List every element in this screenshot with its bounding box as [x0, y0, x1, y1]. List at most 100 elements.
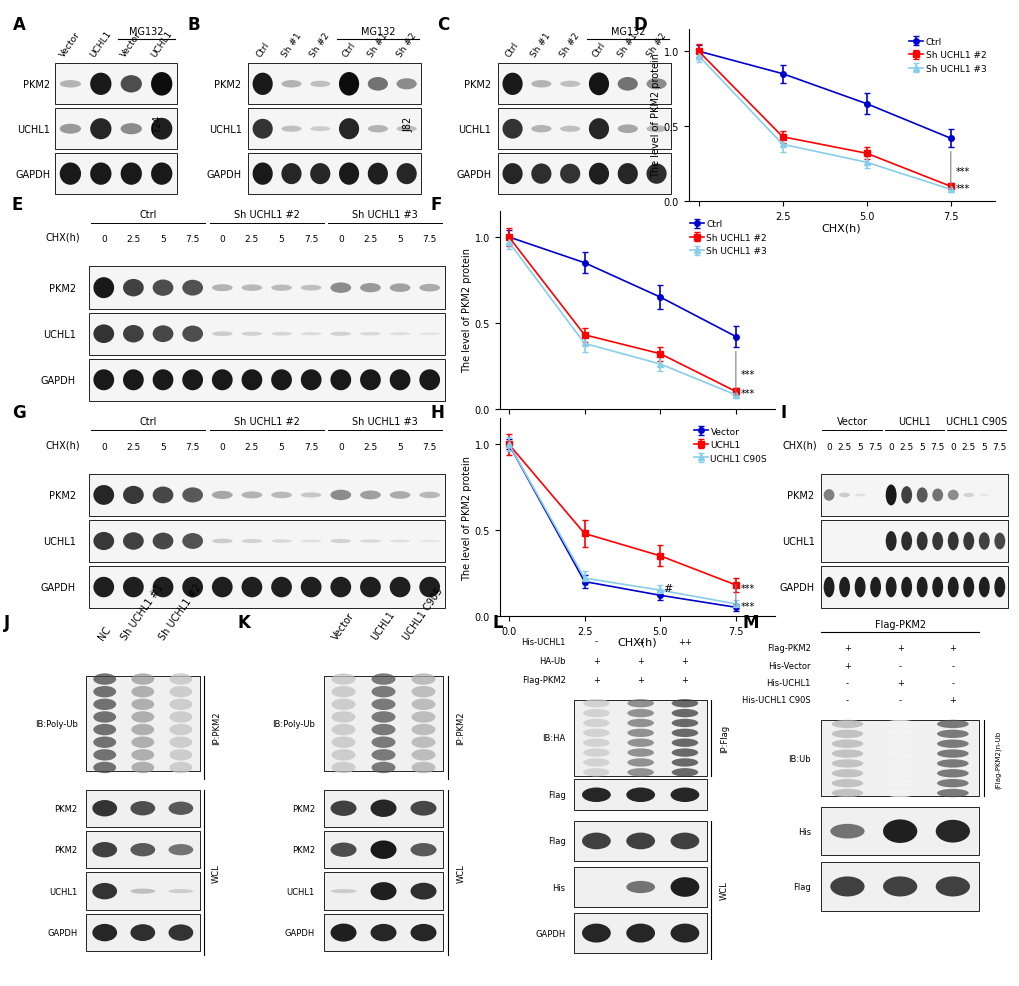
Ellipse shape [94, 532, 114, 550]
Ellipse shape [310, 127, 330, 132]
Text: Flag: Flag [793, 882, 810, 891]
Text: +: + [681, 674, 688, 684]
Ellipse shape [830, 789, 862, 798]
Ellipse shape [169, 686, 193, 698]
Ellipse shape [583, 719, 609, 728]
Ellipse shape [90, 74, 111, 96]
Ellipse shape [822, 541, 834, 542]
Text: UCHL1: UCHL1 [43, 329, 76, 339]
Text: UCHL1 C90S: UCHL1 C90S [945, 417, 1006, 427]
Ellipse shape [60, 164, 81, 185]
Ellipse shape [182, 533, 203, 549]
Ellipse shape [131, 712, 154, 723]
Text: UCHL1: UCHL1 [17, 124, 50, 134]
Ellipse shape [131, 737, 154, 748]
Ellipse shape [936, 759, 968, 768]
Ellipse shape [559, 165, 580, 184]
Ellipse shape [934, 877, 969, 896]
Text: ***: *** [740, 370, 754, 380]
Bar [323, 790, 443, 827]
Ellipse shape [646, 165, 666, 184]
Ellipse shape [588, 119, 608, 140]
Ellipse shape [330, 539, 351, 543]
Text: UCHL1: UCHL1 [286, 886, 315, 895]
Text: 5: 5 [160, 442, 166, 452]
Text: His-Vector: His-Vector [767, 661, 810, 670]
Text: GAPDH: GAPDH [455, 170, 491, 179]
Ellipse shape [936, 769, 968, 778]
Text: 2.5: 2.5 [245, 235, 259, 245]
Text: Sh #2: Sh #2 [309, 32, 331, 59]
Ellipse shape [271, 370, 291, 390]
Text: MG132: MG132 [361, 27, 394, 36]
Text: IB:Poly-Ub: IB:Poly-Ub [35, 719, 77, 728]
Ellipse shape [242, 370, 262, 390]
Ellipse shape [93, 712, 116, 723]
Text: A: A [12, 16, 25, 34]
Bar [248, 154, 421, 195]
Text: -: - [898, 695, 901, 705]
Text: ***: *** [740, 388, 754, 398]
Ellipse shape [916, 488, 926, 503]
Ellipse shape [131, 749, 154, 761]
Ellipse shape [371, 724, 395, 736]
Text: PKM2: PKM2 [54, 845, 77, 854]
Text: GAPDH: GAPDH [47, 928, 77, 937]
Ellipse shape [396, 79, 417, 91]
Ellipse shape [360, 332, 380, 336]
Text: Ctrl: Ctrl [503, 40, 521, 59]
Ellipse shape [242, 332, 262, 336]
Ellipse shape [588, 164, 608, 185]
Ellipse shape [153, 487, 173, 504]
Ellipse shape [947, 577, 958, 598]
Ellipse shape [330, 490, 351, 501]
Bar [820, 807, 978, 856]
Text: +: + [843, 661, 850, 670]
Bar [820, 862, 978, 911]
Ellipse shape [371, 712, 395, 723]
Bar [497, 154, 671, 195]
Ellipse shape [368, 126, 387, 133]
Ellipse shape [301, 577, 321, 598]
Text: UCHL1: UCHL1 [897, 417, 930, 427]
Ellipse shape [60, 124, 81, 134]
Ellipse shape [410, 801, 436, 815]
Text: MG132: MG132 [610, 27, 644, 36]
Text: C: C [437, 16, 449, 34]
Ellipse shape [131, 724, 154, 736]
Text: IP:Flag: IP:Flag [719, 724, 729, 752]
Ellipse shape [389, 333, 410, 336]
Ellipse shape [169, 724, 193, 736]
Ellipse shape [130, 843, 155, 857]
Ellipse shape [212, 370, 232, 390]
Bar [86, 676, 200, 771]
Text: L: L [492, 613, 503, 632]
Ellipse shape [839, 493, 849, 498]
Ellipse shape [242, 539, 262, 543]
Ellipse shape [93, 699, 116, 710]
Text: WCL: WCL [719, 880, 729, 899]
Ellipse shape [883, 789, 915, 798]
Ellipse shape [883, 730, 915, 739]
Ellipse shape [331, 712, 356, 723]
Ellipse shape [884, 577, 896, 598]
Bar [820, 566, 1007, 608]
Ellipse shape [153, 370, 173, 390]
Text: UCHL1: UCHL1 [459, 124, 491, 134]
Text: UCHL1: UCHL1 [781, 536, 814, 546]
Text: 7.5: 7.5 [929, 442, 944, 452]
Ellipse shape [830, 749, 862, 758]
Ellipse shape [978, 577, 988, 598]
Text: 2.5: 2.5 [899, 442, 913, 452]
Ellipse shape [531, 81, 551, 89]
Text: 5: 5 [918, 442, 924, 452]
Text: PKM2: PKM2 [54, 804, 77, 812]
Ellipse shape [120, 124, 142, 135]
Text: Flag-PKM2: Flag-PKM2 [522, 674, 566, 684]
Ellipse shape [389, 284, 410, 293]
Text: Vector: Vector [836, 417, 867, 427]
Ellipse shape [994, 577, 1005, 598]
Ellipse shape [627, 709, 653, 718]
Ellipse shape [869, 577, 880, 598]
Text: His-UCHL1 C90S: His-UCHL1 C90S [742, 695, 810, 705]
